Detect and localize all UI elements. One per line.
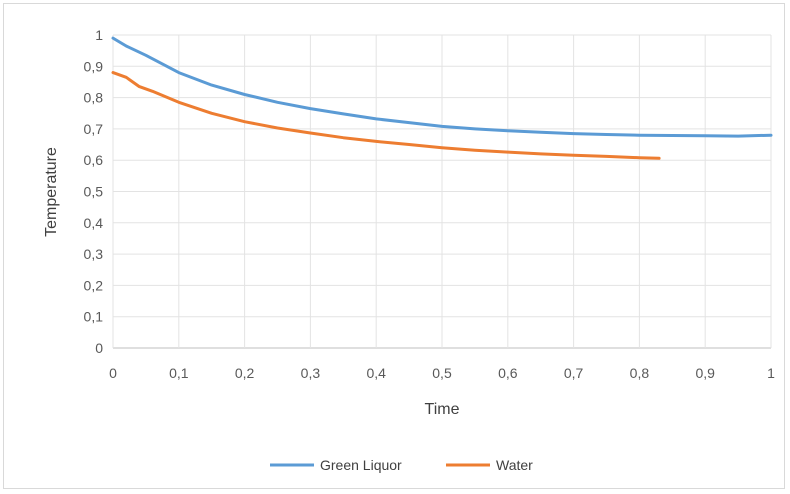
legend-item: Green Liquor bbox=[270, 457, 402, 473]
legend: Green Liquor Water bbox=[270, 457, 533, 473]
gridlines bbox=[112, 34, 772, 349]
x-tick-label: 0,6 bbox=[498, 365, 518, 381]
y-tick-label: 0,8 bbox=[84, 90, 104, 106]
series-line-water bbox=[111, 71, 661, 160]
series-lines bbox=[111, 36, 773, 160]
y-axis-title: Temperature bbox=[43, 147, 60, 237]
y-tick-label: 0,3 bbox=[84, 246, 104, 262]
y-axis-tick-labels: 0 0,1 0,2 0,3 0,4 0,5 0,6 0,7 0,8 0,9 1 bbox=[84, 27, 104, 356]
y-tick-label: 0,7 bbox=[84, 121, 104, 137]
x-tick-label: 0,3 bbox=[301, 365, 321, 381]
x-tick-label: 1 bbox=[767, 365, 775, 381]
y-tick-label: 0,4 bbox=[84, 215, 104, 231]
x-tick-label: 0,4 bbox=[366, 365, 386, 381]
x-tick-label: 0,7 bbox=[564, 365, 584, 381]
x-axis-tick-labels: 0 0,1 0,2 0,3 0,4 0,5 0,6 0,7 0,8 0,9 1 bbox=[109, 365, 775, 381]
x-tick-label: 0,1 bbox=[169, 365, 189, 381]
y-tick-label: 0 bbox=[95, 340, 103, 356]
legend-label: Water bbox=[496, 457, 533, 473]
y-tick-label: 0,9 bbox=[84, 58, 104, 74]
y-tick-label: 0,6 bbox=[84, 152, 104, 168]
y-tick-label: 0,1 bbox=[84, 309, 104, 325]
x-tick-label: 0,2 bbox=[235, 365, 255, 381]
x-axis-title: Time bbox=[425, 401, 460, 418]
x-tick-label: 0,5 bbox=[432, 365, 452, 381]
legend-label: Green Liquor bbox=[320, 457, 402, 473]
y-tick-label: 1 bbox=[95, 27, 103, 43]
x-tick-label: 0,9 bbox=[695, 365, 715, 381]
x-tick-label: 0,8 bbox=[630, 365, 650, 381]
series-line-green-liquor bbox=[111, 36, 773, 138]
y-tick-label: 0,2 bbox=[84, 277, 104, 293]
x-tick-label: 0 bbox=[109, 365, 117, 381]
legend-item: Water bbox=[446, 457, 533, 473]
y-tick-label: 0,5 bbox=[84, 184, 104, 200]
